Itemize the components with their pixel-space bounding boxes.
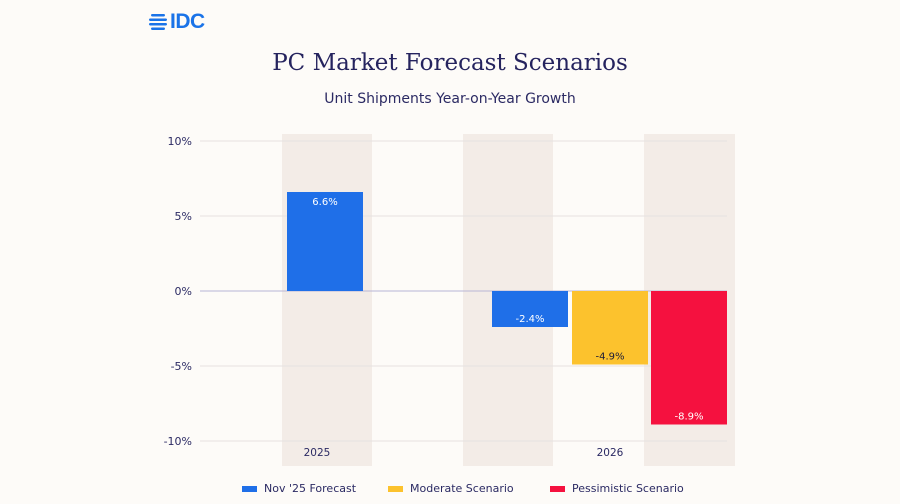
x-tick-label: 2026 — [597, 447, 624, 459]
category-band — [282, 134, 372, 466]
data-label: -2.4% — [515, 314, 544, 325]
bar-2026-0 — [492, 291, 568, 327]
bar-2026-2 — [651, 291, 727, 425]
x-tick-label: 2025 — [304, 447, 331, 459]
legend-label: Pessimistic Scenario — [572, 482, 684, 495]
bar-2026-1 — [572, 291, 648, 365]
legend-item: Nov '25 Forecast — [242, 482, 356, 495]
legend-swatch — [242, 485, 257, 492]
y-tick-label: -5% — [171, 360, 192, 373]
y-tick-label: -10% — [164, 435, 192, 448]
legend-label: Moderate Scenario — [410, 482, 514, 495]
logo-text: IDC — [170, 10, 205, 33]
data-label: -4.9% — [595, 352, 624, 363]
y-tick-label: 0% — [175, 285, 192, 298]
bar-2025-0 — [287, 192, 363, 291]
y-tick-label: 10% — [168, 135, 192, 148]
legend-item: Moderate Scenario — [388, 482, 514, 495]
chart-subtitle: Unit Shipments Year-on-Year Growth — [324, 91, 576, 107]
data-label: 6.6% — [312, 197, 337, 208]
y-tick-label: 5% — [175, 210, 192, 223]
legend-swatch — [550, 485, 565, 492]
legend-label: Nov '25 Forecast — [264, 482, 357, 495]
legend-item: Pessimistic Scenario — [550, 482, 684, 495]
globe-lines-icon — [149, 14, 167, 30]
chart-title: PC Market Forecast Scenarios — [272, 50, 628, 76]
data-label: -8.9% — [674, 412, 703, 423]
idc-logo: IDC — [148, 10, 205, 34]
legend-swatch — [388, 485, 403, 492]
